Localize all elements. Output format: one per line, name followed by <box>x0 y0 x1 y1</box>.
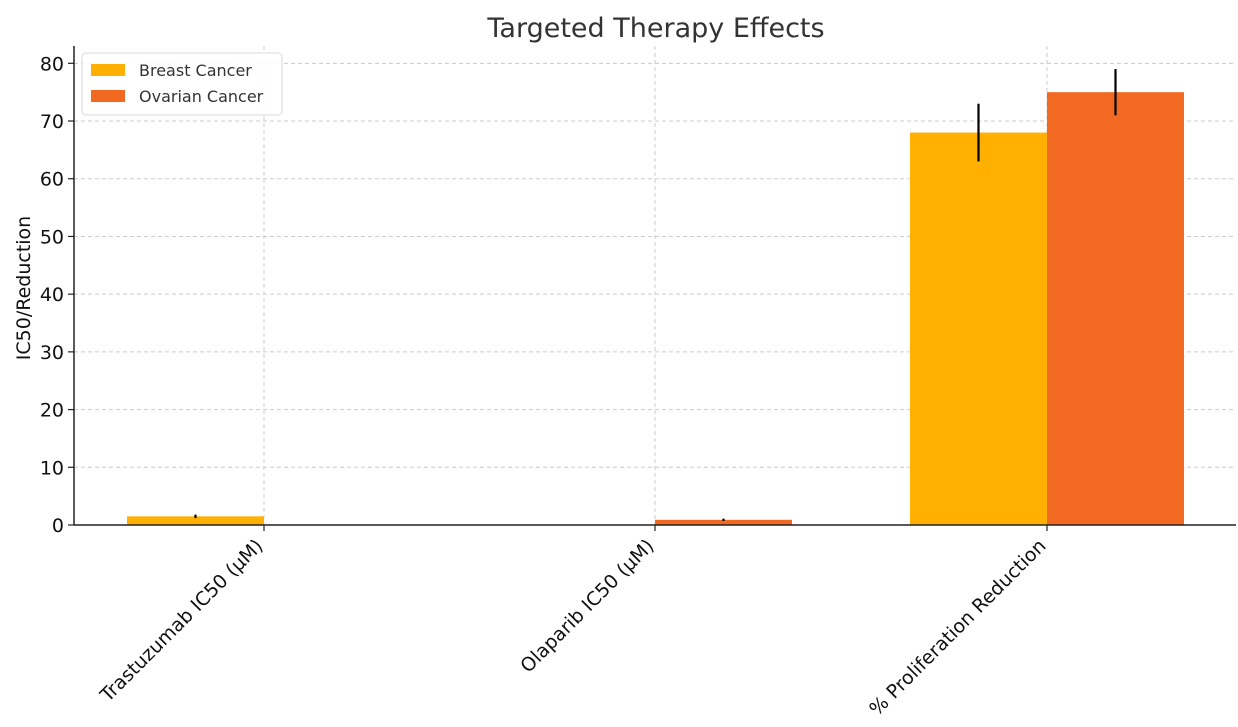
y-tick-label: 0 <box>52 515 64 537</box>
bar-breast-cancer-0 <box>127 516 264 525</box>
legend-swatch-breast-cancer <box>91 64 125 76</box>
y-tick-label: 70 <box>40 111 64 133</box>
x-tick-label: Olaparib IC50 (µM) <box>516 535 658 677</box>
axes <box>68 46 1236 531</box>
bars <box>127 92 1184 526</box>
y-tick-label: 20 <box>40 400 64 422</box>
y-tick-label: 30 <box>40 342 64 364</box>
y-tick-label: 40 <box>40 284 64 306</box>
x-tick-label: Trastuzumab IC50 (µM) <box>95 535 267 707</box>
chart-title: Targeted Therapy Effects <box>486 13 824 44</box>
legend-label-breast-cancer: Breast Cancer <box>139 61 252 80</box>
legend: Breast Cancer Ovarian Cancer <box>81 52 283 116</box>
y-tick-label: 10 <box>40 457 64 479</box>
legend-label-ovarian-cancer: Ovarian Cancer <box>139 87 264 106</box>
legend-swatch-ovarian-cancer <box>91 90 125 102</box>
bar-breast-cancer-2 <box>910 132 1047 525</box>
bar-ovarian-cancer-1 <box>655 519 792 525</box>
y-tick-label: 50 <box>40 226 64 248</box>
y-axis-label: IC50/Reduction <box>13 216 35 360</box>
bar-ovarian-cancer-2 <box>1047 92 1184 526</box>
x-tick-labels: Trastuzumab IC50 (µM) Olaparib IC50 (µM)%… <box>95 535 1050 720</box>
x-tick-label: % Proliferation Reduction <box>865 535 1050 720</box>
error-bars <box>194 69 1117 521</box>
y-tick-label: 80 <box>40 53 64 75</box>
y-tick-label: 60 <box>40 169 64 191</box>
legend-frame <box>81 52 283 116</box>
y-tick-labels: 0 10 20 30 40 50 60 70 80 <box>40 53 64 537</box>
